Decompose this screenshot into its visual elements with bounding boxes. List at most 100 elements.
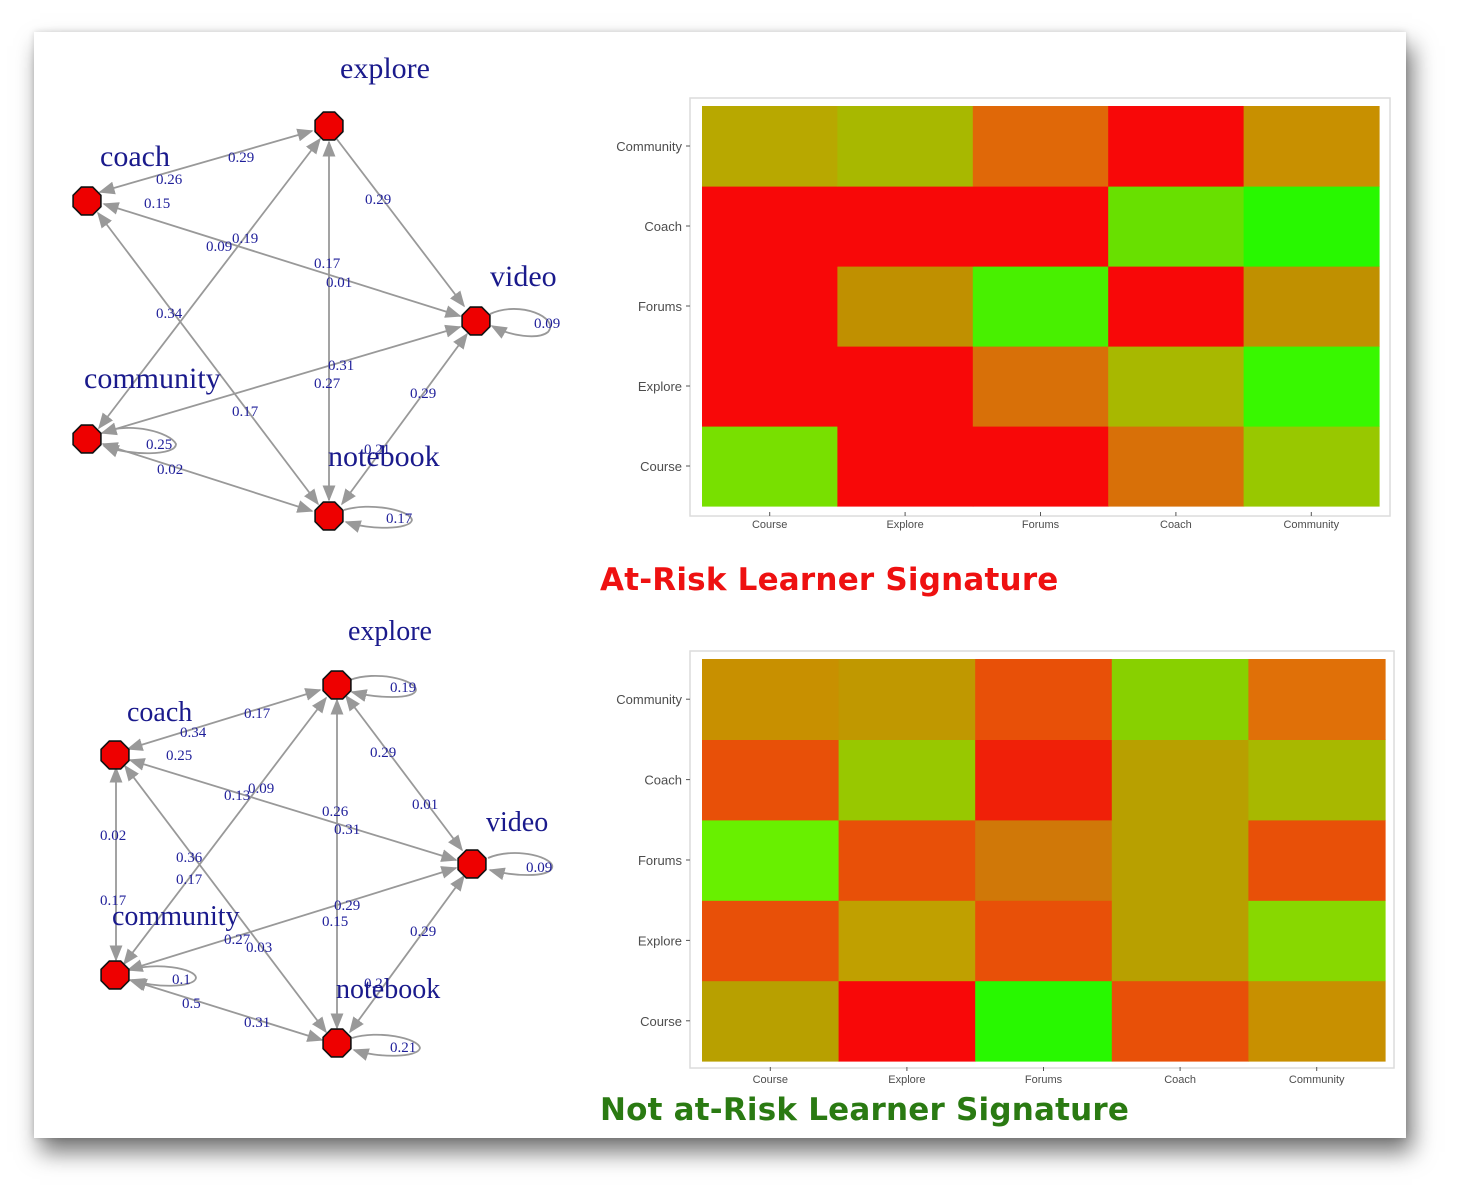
edge-weight-label: 0.31 — [334, 822, 360, 838]
x-tick-label: Coach — [1160, 519, 1192, 531]
heatmap-cell — [702, 980, 840, 1062]
network-edge — [345, 694, 463, 852]
edge-weight-label: 0.17 — [176, 872, 203, 888]
node-notebook — [314, 501, 344, 531]
self-loop-weight-label: 0.17 — [386, 511, 413, 527]
edge-weight-label: 0.01 — [412, 797, 438, 813]
at-risk-signature-title: At-Risk Learner Signature — [600, 562, 1059, 598]
edge-weight-label: 0.17 — [244, 706, 271, 722]
heatmap-cell — [1243, 106, 1380, 187]
network-edge — [335, 137, 465, 308]
heatmap-cell — [1108, 106, 1245, 187]
heatmap-cell — [1243, 426, 1380, 507]
node-label-notebook: notebook — [328, 440, 440, 473]
edge-weight-label: 0.26 — [156, 172, 183, 188]
heatmap-cell — [1111, 819, 1249, 901]
node-label-coach: coach — [100, 140, 170, 173]
heatmap-cell — [1108, 186, 1245, 267]
heatmap-cell — [1108, 426, 1245, 507]
y-tick-label: Forums — [638, 299, 683, 314]
heatmap-cell — [975, 819, 1113, 901]
heatmap-cell — [1108, 346, 1245, 427]
edge-weight-label: 0.19 — [232, 231, 258, 247]
self-loop — [351, 1033, 421, 1061]
x-tick-label: Explore — [886, 519, 923, 531]
edge-weight-label: 0.13 — [224, 788, 250, 804]
node-label-community: community — [84, 362, 221, 395]
node-label-coach: coach — [127, 697, 192, 728]
node-coach — [72, 186, 102, 216]
x-tick-label: Forums — [1025, 1074, 1063, 1086]
edge-weight-label: 0.09 — [248, 781, 274, 797]
edge-weight-label: 0.26 — [322, 804, 349, 820]
heatmap-cell — [1243, 186, 1380, 267]
heatmap-cell — [837, 186, 974, 267]
edge-weight-label: 0.17 — [314, 256, 341, 272]
node-label-community: community — [112, 901, 240, 932]
edge-weight-label: 0.31 — [328, 358, 354, 374]
heatmap-cell — [1248, 900, 1386, 982]
heatmap-cell — [1248, 659, 1386, 740]
y-tick-label: Community — [616, 692, 682, 707]
self-loop-weight-label: 0.21 — [390, 1040, 416, 1056]
edge-weight-label: 0.31 — [244, 1015, 270, 1031]
x-tick-label: Community — [1289, 1074, 1345, 1086]
y-tick-label: Course — [640, 459, 682, 474]
edge-weight-label: 0.01 — [326, 275, 352, 291]
heatmap-cell — [702, 426, 838, 507]
heatmap-cell — [1248, 819, 1386, 901]
node-community — [72, 424, 102, 454]
heatmap-cell — [702, 819, 840, 901]
heatmap-cell — [1111, 739, 1249, 821]
edge-weight-label: 0.29 — [410, 924, 436, 940]
edge-weight-label: 0.5 — [182, 996, 201, 1012]
heatmap-cell — [837, 266, 974, 347]
heatmap-cell — [837, 426, 974, 507]
node-explore — [322, 670, 352, 700]
heatmap-cell — [1111, 900, 1249, 982]
heatmap-cell — [1108, 266, 1245, 347]
heatmap-cell — [702, 266, 838, 347]
edge-weight-label: 0.03 — [246, 940, 272, 956]
edge-weight-label: 0.27 — [224, 932, 251, 948]
y-tick-label: Course — [640, 1014, 682, 1029]
heatmap-cell — [837, 346, 974, 427]
heatmap-cell — [975, 659, 1113, 740]
node-label-explore: explore — [348, 616, 432, 647]
not-at-risk-signature-title: Not at-Risk Learner Signature — [600, 1092, 1130, 1128]
edge-weight-label: 0.17 — [232, 404, 259, 420]
heatmap-cell — [972, 266, 1109, 347]
heatmap-cell — [1248, 739, 1386, 821]
node-label-video: video — [490, 260, 557, 293]
node-coach — [100, 740, 130, 770]
x-tick-label: Forums — [1022, 519, 1060, 531]
self-loop — [489, 308, 551, 339]
heatmap-cell — [972, 106, 1109, 187]
edge-weight-label: 0.29 — [410, 386, 436, 402]
self-loop — [102, 427, 177, 458]
edge-weight-label: 0.29 — [228, 150, 254, 166]
edge-weight-label: 0.2 — [364, 976, 383, 992]
edge-weight-label: 0.25 — [166, 748, 192, 764]
heatmap-cell — [975, 739, 1113, 821]
edge-weight-label: 0.29 — [370, 745, 396, 761]
heatmap-cell — [838, 819, 976, 901]
heatmap-cell — [972, 426, 1109, 507]
heatmap-cell — [702, 106, 838, 187]
x-tick-label: Course — [753, 1074, 788, 1086]
heatmap-cell — [1243, 266, 1380, 347]
node-video — [461, 306, 491, 336]
edge-weight-label: 0.29 — [334, 898, 360, 914]
edge-weight-label: 0.34 — [156, 306, 183, 322]
heatmap-cell — [702, 739, 840, 821]
heatmap-cell — [838, 900, 976, 982]
edge-weight-label: 0.02 — [100, 828, 126, 844]
heatmap-cell — [838, 659, 976, 740]
node-community — [100, 960, 130, 990]
network-edge — [349, 874, 465, 1034]
heatmap-cell — [702, 346, 838, 427]
y-tick-label: Coach — [644, 773, 682, 788]
